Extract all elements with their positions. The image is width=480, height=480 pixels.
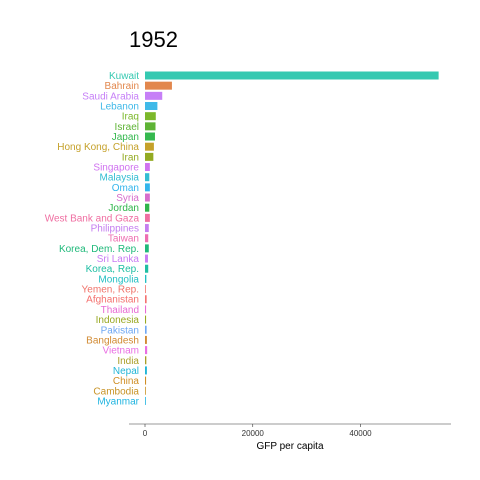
category-label: Sri Lanka <box>97 254 140 265</box>
x-tick-label: 40000 <box>349 429 372 438</box>
bar <box>145 173 150 182</box>
bar <box>145 213 150 222</box>
x-axis-ticks: 0 20000 40000 <box>143 424 372 438</box>
bar <box>145 376 147 385</box>
category-label: West Bank and Gaza <box>45 213 140 224</box>
bar <box>145 315 147 324</box>
bar <box>145 254 148 263</box>
category-label: Korea, Dem. Rep. <box>59 244 139 255</box>
category-label: Nepal <box>113 366 139 377</box>
category-label: Taiwan <box>108 234 139 245</box>
bar <box>145 305 147 314</box>
category-label: Vietnam <box>102 346 139 357</box>
bar <box>145 91 163 100</box>
category-label: Indonesia <box>96 315 140 326</box>
bar <box>145 264 149 273</box>
bar <box>145 142 154 151</box>
bar <box>145 102 158 111</box>
category-label: Korea, Rep. <box>86 264 139 275</box>
bar <box>145 386 146 395</box>
category-label: Philippines <box>91 224 139 235</box>
bar <box>145 285 146 294</box>
bar <box>145 356 147 365</box>
x-tick-label: 0 <box>143 429 148 438</box>
category-label: Lebanon <box>100 102 139 113</box>
x-tick-label: 20000 <box>242 429 265 438</box>
category-label: Jordan <box>108 203 139 214</box>
chart-title: 1952 <box>129 27 178 52</box>
category-label: Yemen, Rep. <box>82 285 139 296</box>
category-label: Singapore <box>93 163 139 174</box>
bar <box>145 396 146 405</box>
bar <box>145 132 155 141</box>
category-label: Malaysia <box>100 173 140 184</box>
category-label: Bahrain <box>105 81 139 92</box>
category-label: Pakistan <box>101 325 139 336</box>
category-label: China <box>113 376 140 387</box>
bar <box>145 163 150 172</box>
bar <box>145 335 147 344</box>
category-label: Iran <box>122 152 139 163</box>
bar <box>145 203 150 212</box>
category-label: Saudi Arabia <box>82 91 139 102</box>
category-label: Mongolia <box>98 274 139 285</box>
bar <box>145 244 149 253</box>
bar <box>145 346 148 355</box>
bar <box>145 366 147 375</box>
bar-group <box>145 71 439 405</box>
category-label: Oman <box>112 183 139 194</box>
category-label: Syria <box>116 193 139 204</box>
category-label: India <box>117 356 139 367</box>
bar <box>145 325 147 334</box>
category-label: Myanmar <box>97 396 139 407</box>
bar <box>145 152 154 161</box>
bar <box>145 81 172 90</box>
bar <box>145 71 439 80</box>
bar <box>145 234 149 243</box>
bar <box>145 295 147 304</box>
category-label: Cambodia <box>93 386 139 397</box>
category-label: Iraq <box>122 112 139 123</box>
category-label: Hong Kong, China <box>57 142 139 153</box>
category-label: Bangladesh <box>86 335 139 346</box>
bar <box>145 112 156 121</box>
category-label: Israel <box>115 122 139 133</box>
x-axis-title: GFP per capita <box>256 441 324 452</box>
bar <box>145 122 156 131</box>
bar <box>145 193 150 202</box>
category-label: Afghanistan <box>86 295 139 306</box>
category-label: Japan <box>112 132 139 143</box>
bar <box>145 274 147 283</box>
category-label: Thailand <box>101 305 139 316</box>
bar <box>145 224 149 233</box>
bar <box>145 183 150 192</box>
category-label: Kuwait <box>109 71 139 82</box>
